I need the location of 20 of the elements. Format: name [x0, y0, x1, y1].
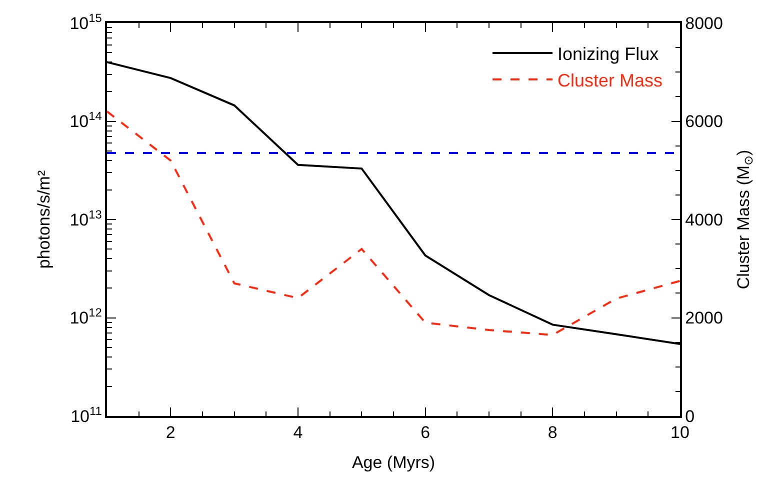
y-tick-label: 10$^{14}$ [70, 109, 102, 132]
y-axis-title: photons/s/m² [34, 170, 54, 269]
legend-label: Ionizing Flux [558, 44, 659, 64]
legend-label: Cluster Mass [558, 70, 663, 90]
x-tick-label: 10 [670, 423, 690, 442]
y-tick-label: 10$^{11}$ [70, 404, 102, 426]
x-tick-label: 2 [166, 423, 176, 442]
y2-tick-label: 0 [685, 406, 695, 426]
y2-tick-label: 8000 [685, 14, 723, 33]
x-tick-label: 4 [293, 423, 303, 442]
y2-tick-label: 4000 [685, 210, 723, 230]
x-axis-title: Age (Myrs) [352, 453, 436, 472]
x-tick-label: 8 [548, 423, 558, 442]
y-tick-label: 10$^{12}$ [70, 306, 102, 328]
line-series [107, 110, 680, 336]
y-tick-label: 10$^{13}$ [70, 207, 102, 230]
y-tick-label: 10$^{15}$ [70, 10, 102, 33]
y2-tick-label: 2000 [685, 308, 723, 328]
y2-tick-label: 6000 [685, 112, 723, 132]
x-tick-label: 6 [420, 423, 430, 442]
